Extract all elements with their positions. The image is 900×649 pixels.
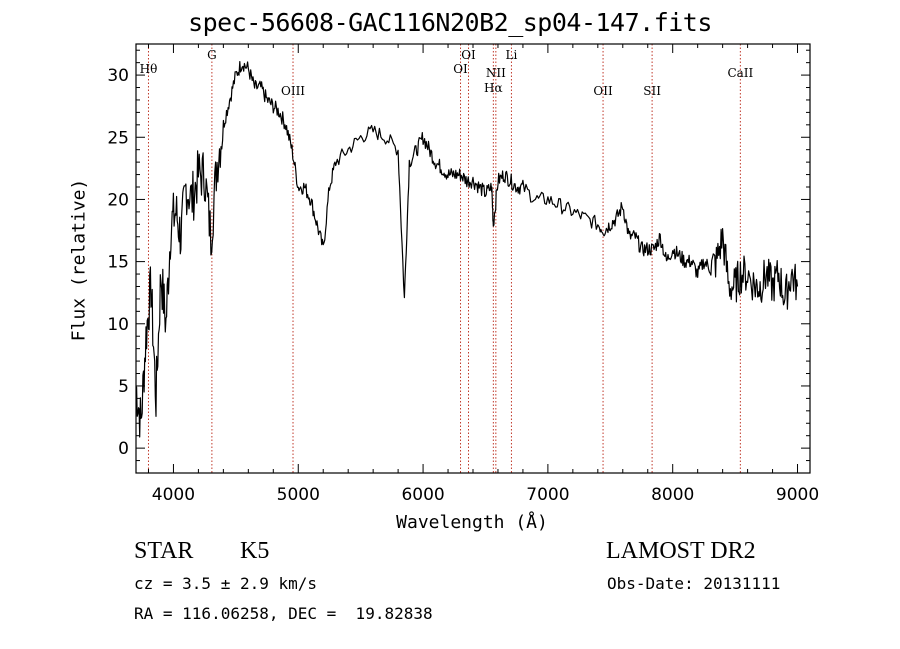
object-subclass: K5 [240, 538, 270, 564]
y-tick-label-4: 20 [107, 190, 129, 210]
marker-label-9: SII [643, 84, 661, 98]
marker-label-1: G [207, 48, 217, 62]
x-tick-label-4: 8000 [651, 485, 694, 505]
marker-label-5: Hα [484, 81, 503, 95]
object-class: STAR [134, 538, 194, 564]
observation-date: Obs-Date: 20131111 [607, 574, 781, 593]
y-tick-label-0: 0 [118, 439, 129, 459]
y-axis-label: Flux (relative) [68, 178, 90, 342]
plot-frame [135, 43, 811, 474]
y-axis-ticks: 0 5 10 15 20 25 30 [107, 49, 810, 462]
x-tick-label-1: 5000 [277, 485, 320, 505]
survey-name: LAMOST DR2 [606, 538, 756, 564]
x-tick-label-0: 4000 [152, 485, 195, 505]
x-axis-ticks: 4000 5000 6000 7000 8000 9000 [147, 44, 819, 505]
line-markers [147, 44, 741, 473]
sky-coordinates: RA = 116.06258, DEC = 19.82838 [134, 604, 433, 623]
x-axis-label: Wavelength (Å) [396, 512, 548, 533]
x-tick-label-3: 7000 [526, 485, 569, 505]
marker-label-7: Li [506, 48, 518, 62]
flux-series-line [135, 61, 799, 438]
chart-title: spec-56608-GAC116N20B2_sp04-147.fits [188, 8, 712, 37]
marker-label-10: CaII [727, 66, 753, 80]
y-tick-label-2: 10 [107, 315, 129, 335]
marker-label-3: OI [453, 62, 468, 76]
marker-label-8: OII [593, 84, 613, 98]
y-tick-label-1: 5 [118, 377, 129, 397]
x-tick-label-5: 9000 [776, 485, 819, 505]
marker-label-2: OIII [281, 84, 305, 98]
marker-label-4: OI [461, 48, 476, 62]
marker-label-0: Hθ [140, 62, 158, 76]
redshift-cz: cz = 3.5 ± 2.9 km/s [134, 574, 318, 593]
y-tick-label-3: 15 [107, 253, 129, 273]
x-tick-label-2: 6000 [401, 485, 444, 505]
y-tick-label-6: 30 [107, 66, 129, 86]
marker-label-6: NII [486, 66, 506, 80]
y-tick-label-5: 25 [107, 128, 129, 148]
